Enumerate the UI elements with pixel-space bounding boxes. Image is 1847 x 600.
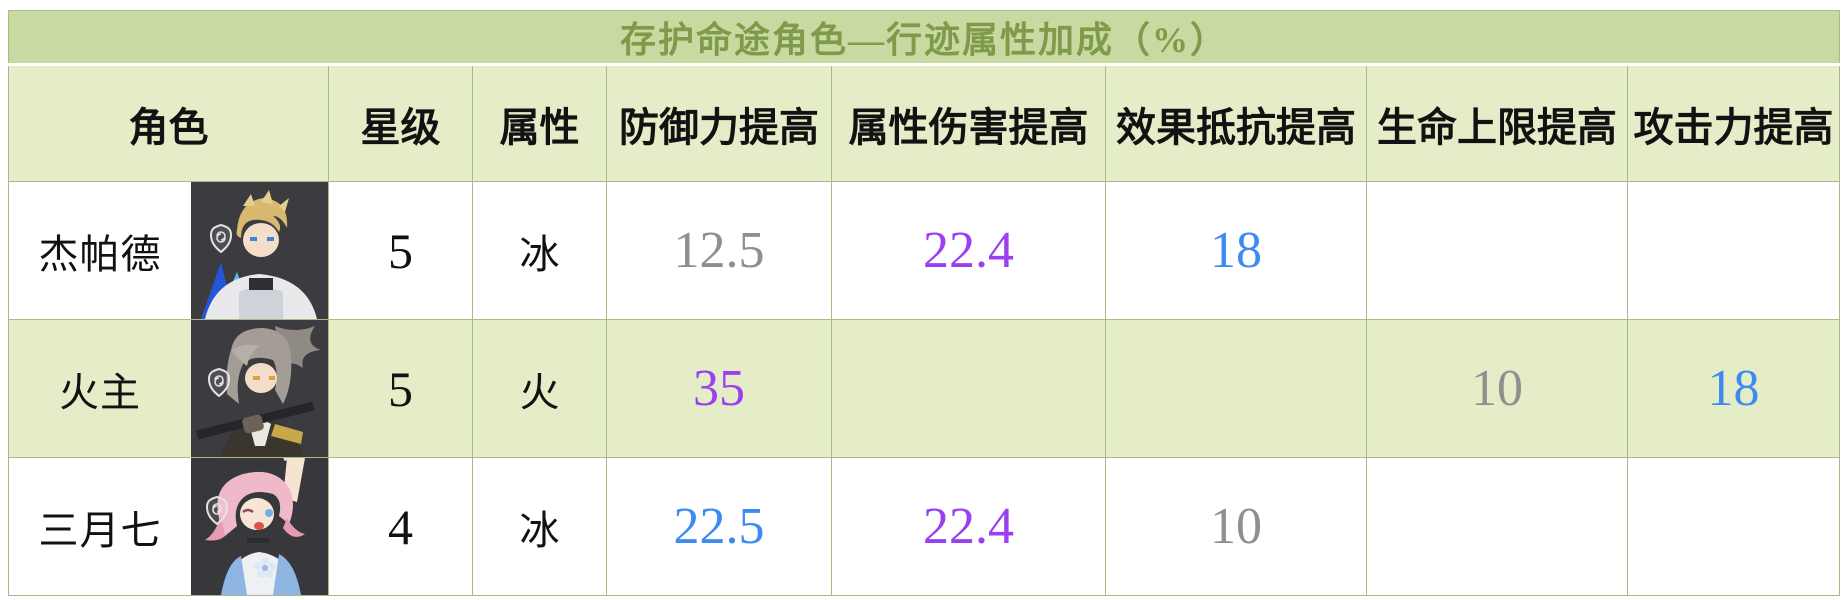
elemental-dmg-boost-value: 22.4	[831, 181, 1106, 320]
elemental-dmg-boost-value	[831, 319, 1106, 458]
header-def-boost: 防御力提高	[606, 64, 832, 182]
element-value: 冰	[472, 181, 607, 320]
preservation-path-icon	[205, 495, 229, 526]
effect-res-boost-value	[1105, 319, 1367, 458]
preservation-path-icon	[209, 223, 233, 254]
max-hp-boost-value	[1366, 457, 1628, 596]
header-row: 角色 星级 属性 防御力提高 属性伤害提高 效果抵抗提高 生命上限提高 攻击力提…	[8, 64, 1841, 182]
character-name: 杰帕德	[38, 231, 162, 277]
table-title: 存护命途角色—行迹属性加成（%）	[7, 10, 1841, 66]
character-row-fire-trailblazer: 火主	[8, 319, 1841, 458]
atk-boost-value: 18	[1626, 319, 1841, 458]
def-boost-value: 12.5	[606, 181, 832, 320]
header-atk-boost: 攻击力提高	[1626, 64, 1841, 182]
fire-trailblazer-portrait	[191, 320, 328, 457]
effect-res-boost-value: 10	[1105, 457, 1367, 596]
atk-boost-value	[1626, 457, 1841, 596]
header-elemental-dmg-boost: 属性伤害提高	[831, 64, 1106, 182]
def-boost-value: 35	[606, 319, 832, 458]
character-name: 三月七	[38, 507, 162, 553]
max-hp-boost-value: 10	[1366, 319, 1628, 458]
character-row-march-7th: 三月七	[8, 457, 1841, 596]
gepard-portrait	[191, 182, 328, 319]
star-rating-value: 5	[328, 181, 473, 320]
header-max-hp-boost: 生命上限提高	[1366, 64, 1628, 182]
title-row: 存护命途角色—行迹属性加成（%）	[7, 10, 1841, 66]
effect-res-boost-value: 18	[1105, 181, 1367, 320]
elemental-dmg-boost-value: 22.4	[831, 457, 1106, 596]
march-7th-portrait	[191, 458, 328, 595]
preservation-path-icon	[207, 367, 231, 398]
header-element: 属性	[472, 64, 607, 182]
element-value: 火	[472, 319, 607, 458]
character-row-gepard: 杰帕德	[8, 181, 1841, 320]
star-rating-value: 5	[328, 319, 473, 458]
header-character: 角色	[8, 64, 329, 182]
element-value: 冰	[472, 457, 607, 596]
header-star-rating: 星级	[328, 64, 473, 182]
def-boost-value: 22.5	[606, 457, 832, 596]
preservation-trace-bonus-table: 存护命途角色—行迹属性加成（%） 角色 星级 属性 防御力提高 属性伤害提高 效…	[7, 10, 1841, 596]
header-effect-res-boost: 效果抵抗提高	[1105, 64, 1367, 182]
max-hp-boost-value	[1366, 181, 1628, 320]
star-rating-value: 4	[328, 457, 473, 596]
character-name: 火主	[59, 369, 141, 415]
atk-boost-value	[1626, 181, 1841, 320]
